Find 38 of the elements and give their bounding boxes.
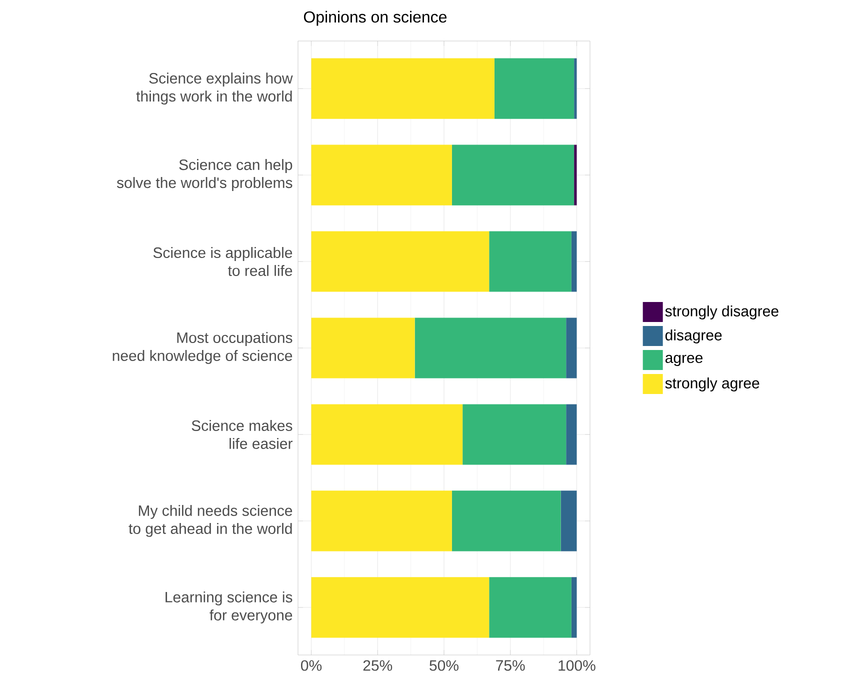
y-tick-label: Most occupations need knowledge of science xyxy=(112,332,292,364)
x-tick-label: 25% xyxy=(363,660,392,671)
bar xyxy=(311,577,490,638)
y-tick-label: My child needs science to get ahead in the world xyxy=(128,504,292,537)
bar xyxy=(414,318,566,378)
y-tick-label: Science can help solve the world's problems xyxy=(116,159,292,192)
bar xyxy=(566,404,577,465)
bar xyxy=(452,490,561,552)
chart-title: Opinions on science xyxy=(304,10,447,26)
bar xyxy=(311,144,452,206)
bar xyxy=(489,577,572,638)
legend-label: strongly disagree xyxy=(665,305,778,320)
bar xyxy=(574,144,577,206)
y-tick-label: Science is applicable to real life xyxy=(153,247,292,276)
x-tick-label: 75% xyxy=(496,660,525,671)
legend-label: disagree xyxy=(665,329,722,344)
bar xyxy=(574,58,577,119)
x-tick-label: 50% xyxy=(430,660,458,671)
bar xyxy=(311,318,415,378)
bar xyxy=(311,404,463,465)
bar xyxy=(311,490,452,552)
bar xyxy=(560,490,577,552)
y-tick-label: Science makes life easier xyxy=(192,420,293,449)
x-tick-label: 0% xyxy=(301,660,322,671)
bar xyxy=(452,144,574,206)
bar xyxy=(494,58,574,119)
bar xyxy=(489,231,572,292)
y-tick-label: Science explains how things work in the world xyxy=(136,72,293,105)
bar xyxy=(571,577,577,638)
bar xyxy=(462,404,566,465)
bar xyxy=(566,318,577,378)
legend-label: agree xyxy=(665,354,703,366)
x-tick-label: 100% xyxy=(558,660,596,671)
legend-label: strongly agree xyxy=(665,377,760,392)
bar xyxy=(311,58,494,119)
bar xyxy=(571,231,577,292)
bar xyxy=(311,231,490,292)
y-tick-label: Learning science is for everyone xyxy=(166,591,292,624)
